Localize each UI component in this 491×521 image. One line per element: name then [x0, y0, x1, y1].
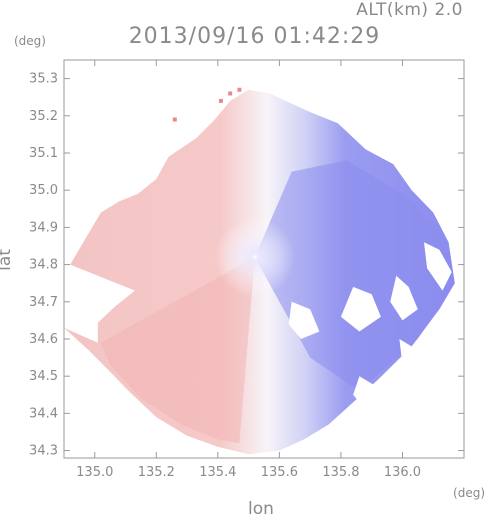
y-tick-label: 34.8	[29, 258, 58, 273]
x-axis-ticks: 135.0 135.2 135.4 135.6 135.8 136.0	[76, 60, 421, 480]
x-tick-label: 135.0	[76, 465, 113, 480]
x-tick-label: 135.6	[261, 465, 298, 480]
y-tick-label: 34.9	[29, 220, 58, 235]
echo-speck	[172, 117, 177, 122]
y-tick-label: 34.6	[29, 332, 58, 347]
no-echo-gap	[424, 242, 452, 291]
radar-echo-field	[64, 87, 458, 455]
altitude-label: ALT(km) 2.0	[356, 0, 463, 20]
no-echo-gap	[353, 376, 388, 414]
inbound-sector	[100, 257, 255, 444]
y-tick-label: 34.4	[29, 406, 58, 421]
y-tick-label: 35.1	[29, 146, 58, 161]
no-echo-gap	[439, 208, 458, 235]
y-unit-label: (deg)	[14, 34, 46, 48]
timestamp-title: 2013/09/16 01:42:29	[128, 24, 381, 49]
y-tick-label: 34.3	[29, 444, 58, 459]
y-tick-label: 35.0	[29, 183, 58, 198]
x-tick-label: 136.0	[384, 465, 421, 480]
radar-core-glow	[214, 217, 295, 298]
x-tick-label: 135.2	[138, 465, 175, 480]
plot-frame	[63, 59, 465, 459]
y-axis-ticks: 34.3 34.4 34.5 34.6 34.7 34.8 34.9 35.0 35.1 35.2…	[29, 72, 464, 459]
y-tick-label: 35.2	[29, 109, 58, 124]
no-echo-gap	[340, 286, 381, 332]
y-tick-label: 34.5	[29, 369, 58, 384]
echo-speck	[218, 98, 223, 103]
no-echo-gap	[399, 339, 421, 369]
x-tick-label: 135.4	[199, 465, 236, 480]
no-echo-gap	[288, 301, 320, 339]
echo-speck	[228, 91, 233, 96]
x-axis-label: lon	[248, 499, 274, 519]
y-tick-label: 35.3	[29, 72, 58, 87]
x-unit-label: (deg)	[453, 486, 485, 500]
echo-speck	[237, 87, 242, 92]
y-tick-label: 34.7	[29, 295, 58, 310]
no-echo-notch	[64, 287, 132, 332]
x-tick-label: 135.8	[322, 465, 359, 480]
no-echo-gap	[390, 275, 418, 321]
